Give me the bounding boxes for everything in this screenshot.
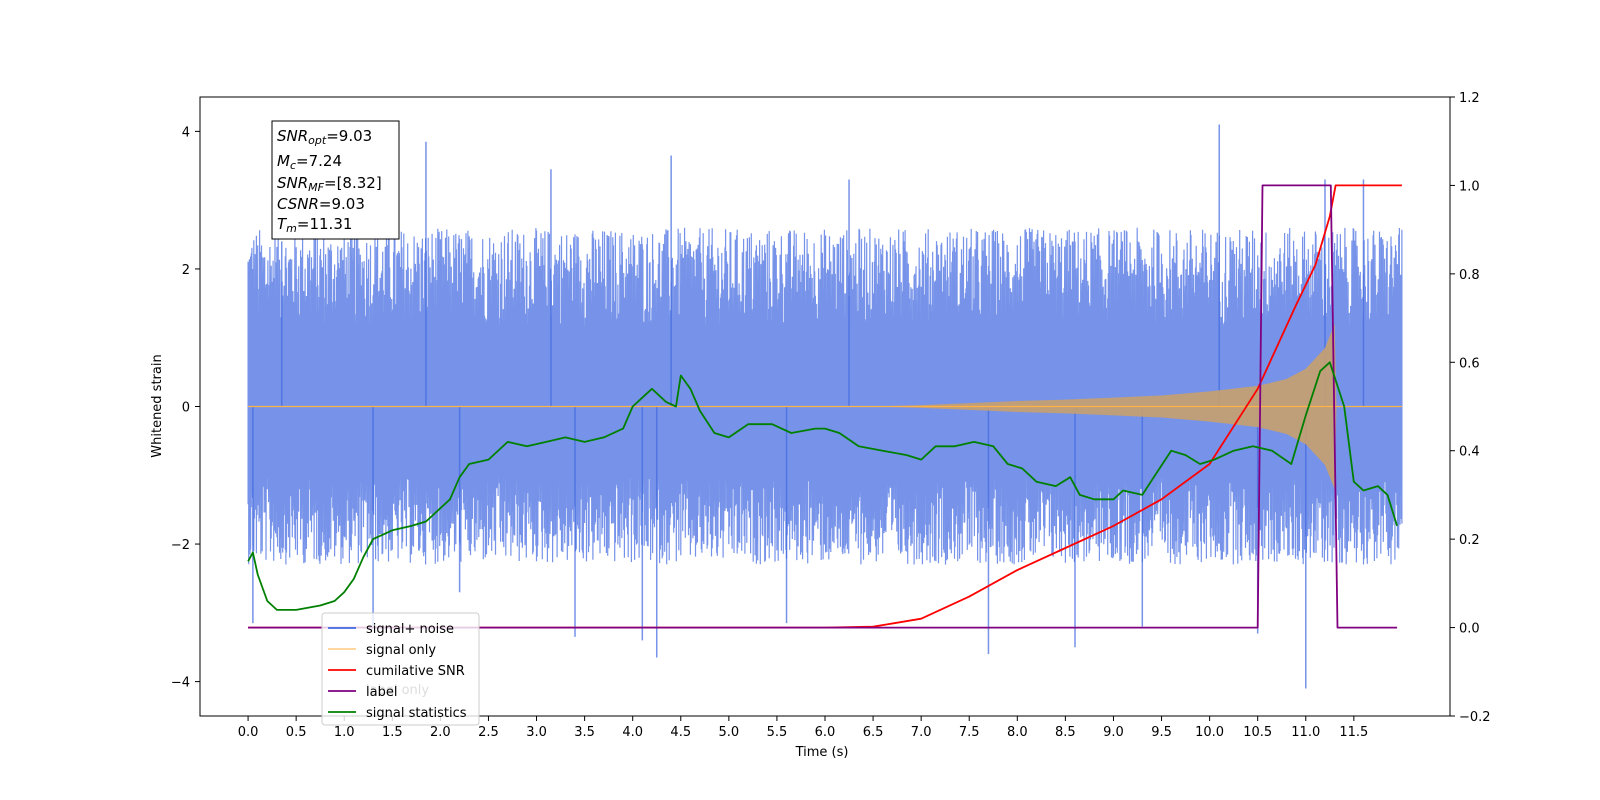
plot-area <box>247 124 1403 689</box>
legend-label: signal+ noise <box>366 622 454 637</box>
info-csnr: CSNR=9.03 <box>277 195 365 213</box>
x-tick-label: 6.0 <box>815 725 836 740</box>
y-left-tick-label: 4 <box>182 125 190 140</box>
y-right-tick-label: 0.6 <box>1459 356 1480 371</box>
legend-overlay-text: label only <box>366 683 429 698</box>
x-tick-label: 10.5 <box>1243 725 1272 740</box>
x-tick-label: 2.5 <box>478 725 499 740</box>
legend-label: signal statistics <box>366 706 467 721</box>
legend-label: cumilative SNR <box>366 664 465 679</box>
x-axis-label: Time (s) <box>795 745 849 760</box>
line-series-group <box>247 184 1402 629</box>
x-tick-label: 5.5 <box>767 725 788 740</box>
signal-statistics-line <box>247 361 1398 611</box>
x-tick-label: 3.0 <box>526 725 547 740</box>
x-tick-label: 1.0 <box>334 725 355 740</box>
signal-noise-series <box>247 124 1403 689</box>
y-axis-right: −0.2 0.0 0.2 0.4 0.6 0.8 1.0 1.2 <box>1450 91 1491 725</box>
x-tick-label: 0.5 <box>286 725 307 740</box>
y-right-tick-label: 0.0 <box>1459 622 1480 637</box>
y-left-tick-label: −2 <box>171 538 190 553</box>
x-tick-label: 3.5 <box>574 725 595 740</box>
y-right-tick-label: 0.2 <box>1459 533 1480 548</box>
y-right-tick-label: 1.2 <box>1459 91 1480 106</box>
x-tick-label: 5.0 <box>719 725 740 740</box>
signal-only-series <box>248 324 1402 489</box>
info-tm: Tm=11.31 <box>277 215 352 235</box>
y-left-tick-label: 0 <box>182 401 190 416</box>
x-tick-label: 9.0 <box>1103 725 1124 740</box>
legend-label: label <box>366 685 397 700</box>
legend-items: signal+ noise signal only cumilative SNR la… <box>328 622 467 721</box>
y-right-tick-label: 0.8 <box>1459 268 1480 283</box>
y-axis-label: Whitened strain <box>150 354 165 457</box>
x-tick-label: 4.0 <box>622 725 643 740</box>
info-box-frame <box>271 120 400 240</box>
info-box: SNRopt=9.03 Mc=7.24 SNRMF=[8.32] CSNR=9.… <box>271 120 400 240</box>
cumilative-snr-line <box>248 184 1402 629</box>
x-tick-label: 11.5 <box>1339 725 1368 740</box>
y-left-tick-label: −4 <box>171 676 190 691</box>
y-right-tick-label: 1.0 <box>1459 179 1480 194</box>
y-right-tick-label: −0.2 <box>1459 710 1491 725</box>
x-tick-label: 8.5 <box>1055 725 1076 740</box>
x-tick-label: 6.5 <box>863 725 884 740</box>
info-snr-mf: SNRMF=[8.32] <box>277 174 382 194</box>
x-tick-label: 9.5 <box>1151 725 1172 740</box>
legend: label only signal+ noise signal only cumil… <box>321 612 480 726</box>
x-tick-label: 7.5 <box>959 725 980 740</box>
info-mc: Mc=7.24 <box>277 152 342 172</box>
legend-label: signal only <box>366 643 436 658</box>
y-right-tick-label: 0.4 <box>1459 445 1480 460</box>
x-tick-label: 7.0 <box>911 725 932 740</box>
y-left-tick-label: 2 <box>182 263 190 278</box>
x-tick-label: 1.5 <box>382 725 403 740</box>
x-tick-label: 11.0 <box>1291 725 1320 740</box>
x-axis: 0.0 0.5 1.0 1.5 2.0 2.5 3.0 3.5 4.0 4.5 5.0 5.5 6.0 6… <box>238 716 1368 740</box>
x-tick-label: 0.0 <box>238 725 259 740</box>
x-tick-label: 4.5 <box>670 725 691 740</box>
label-line <box>248 184 1398 629</box>
x-tick-label: 8.0 <box>1007 725 1028 740</box>
x-tick-label: 10.0 <box>1195 725 1224 740</box>
y-axis-left: −4 −2 0 2 4 <box>171 125 200 691</box>
info-snr-opt: SNRopt=9.03 <box>277 127 372 147</box>
legend-frame <box>321 612 480 726</box>
x-tick-label: 2.0 <box>430 725 451 740</box>
